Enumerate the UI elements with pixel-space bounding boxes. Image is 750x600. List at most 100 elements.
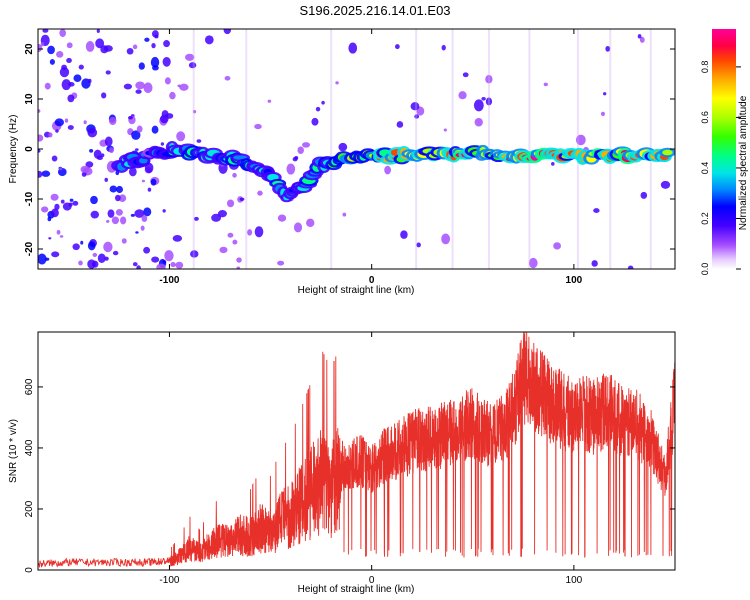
noise-speck bbox=[294, 155, 299, 160]
noise-speck bbox=[190, 250, 199, 258]
noise-speck bbox=[38, 109, 41, 113]
noise-speck bbox=[103, 241, 113, 253]
noise-speck bbox=[277, 214, 287, 222]
noise-speck bbox=[286, 163, 296, 175]
noise-speck bbox=[553, 242, 561, 250]
noise-speck bbox=[474, 117, 483, 127]
noise-speck bbox=[78, 260, 83, 266]
noise-speck bbox=[67, 94, 75, 103]
noise-speck bbox=[156, 263, 166, 269]
noise-speck bbox=[69, 198, 74, 202]
noise-speck bbox=[603, 92, 607, 96]
noise-speck bbox=[96, 29, 100, 33]
noise-speck bbox=[143, 246, 151, 254]
noise-speck bbox=[104, 256, 109, 261]
striation bbox=[528, 29, 531, 269]
noise-speck bbox=[108, 117, 117, 126]
x-tick-label: 100 bbox=[566, 275, 583, 286]
top-xlabel: Height of straight line (km) bbox=[298, 285, 415, 296]
noise-speck bbox=[443, 128, 447, 132]
noise-speck bbox=[227, 232, 234, 238]
y-tick-label: 10 bbox=[24, 93, 35, 105]
noise-speck bbox=[601, 111, 605, 117]
noise-speck bbox=[179, 83, 189, 91]
noise-speck bbox=[87, 127, 98, 138]
noise-speck bbox=[87, 241, 96, 251]
noise-speck bbox=[147, 187, 152, 192]
noise-speck bbox=[627, 265, 634, 269]
noise-speck bbox=[485, 75, 493, 84]
noise-speck bbox=[143, 207, 152, 217]
noise-speck bbox=[126, 47, 134, 55]
noise-speck bbox=[81, 171, 87, 177]
noise-speck bbox=[254, 226, 264, 238]
noise-speck bbox=[78, 64, 84, 70]
noise-speck bbox=[59, 235, 64, 238]
bottom-xlabel: Height of straight line (km) bbox=[298, 584, 415, 595]
y-tick-label: 0 bbox=[24, 146, 35, 152]
y-tick-label: -10 bbox=[24, 191, 35, 206]
noise-speck bbox=[101, 92, 107, 99]
noise-speck bbox=[118, 194, 127, 203]
noise-speck bbox=[121, 238, 127, 244]
noise-speck bbox=[140, 225, 145, 231]
noise-speck bbox=[400, 230, 408, 239]
noise-speck bbox=[109, 185, 118, 193]
noise-speck bbox=[223, 29, 232, 35]
x-tick-label: 100 bbox=[566, 575, 583, 586]
noise-speck bbox=[204, 35, 214, 45]
noise-speck bbox=[130, 213, 135, 217]
noise-speck bbox=[95, 38, 105, 49]
noise-speck bbox=[111, 216, 120, 225]
noise-speck bbox=[51, 208, 59, 218]
noise-speck bbox=[56, 51, 64, 58]
noise-speck bbox=[127, 115, 133, 120]
top-ylabel: Frequency (Hz) bbox=[8, 115, 19, 184]
noise-speck bbox=[66, 57, 72, 64]
noise-speck bbox=[217, 210, 227, 218]
noise-speck bbox=[188, 62, 197, 69]
y-tick-label: 600 bbox=[24, 378, 35, 395]
noise-speck bbox=[236, 266, 241, 269]
noise-speck bbox=[302, 142, 310, 148]
noise-speck bbox=[473, 99, 484, 112]
striation bbox=[330, 29, 333, 269]
noise-speck bbox=[143, 82, 153, 94]
colorbar-tick-label: 0.4 bbox=[700, 162, 710, 175]
noise-speck bbox=[141, 179, 146, 183]
noise-speck bbox=[293, 222, 303, 233]
noise-speck bbox=[105, 70, 111, 75]
noise-speck bbox=[38, 43, 43, 53]
noise-speck bbox=[396, 121, 404, 128]
y-tick-label: 20 bbox=[24, 43, 35, 55]
noise-speck bbox=[660, 180, 671, 189]
noise-speck bbox=[639, 36, 645, 43]
noise-speck bbox=[150, 178, 157, 186]
noise-speck bbox=[151, 30, 159, 38]
noise-speck bbox=[543, 82, 548, 87]
noise-speck bbox=[395, 44, 400, 50]
noise-speck bbox=[441, 233, 451, 245]
noise-speck bbox=[66, 42, 73, 49]
noise-speck bbox=[107, 209, 115, 218]
noise-speck bbox=[44, 257, 50, 261]
figure-title: S196.2025.216.14.01.E03 bbox=[299, 3, 450, 18]
noise-speck bbox=[101, 153, 105, 158]
bottom-ylabel: SNR (10 * v/v) bbox=[8, 419, 19, 483]
noise-speck bbox=[38, 170, 43, 178]
noise-speck bbox=[348, 42, 358, 54]
noise-speck bbox=[151, 256, 160, 263]
noise-speck bbox=[132, 44, 138, 50]
noise-speck bbox=[196, 139, 202, 143]
noise-speck bbox=[128, 167, 137, 177]
striation bbox=[609, 29, 612, 269]
noise-speck bbox=[637, 34, 642, 39]
noise-speck bbox=[164, 77, 171, 85]
noise-speck bbox=[59, 29, 67, 38]
noise-speck bbox=[384, 165, 391, 175]
noise-speck bbox=[226, 199, 235, 208]
noise-speck bbox=[416, 242, 421, 248]
noise-speck bbox=[106, 219, 110, 223]
noise-speck bbox=[93, 149, 102, 159]
noise-speck bbox=[410, 102, 420, 111]
